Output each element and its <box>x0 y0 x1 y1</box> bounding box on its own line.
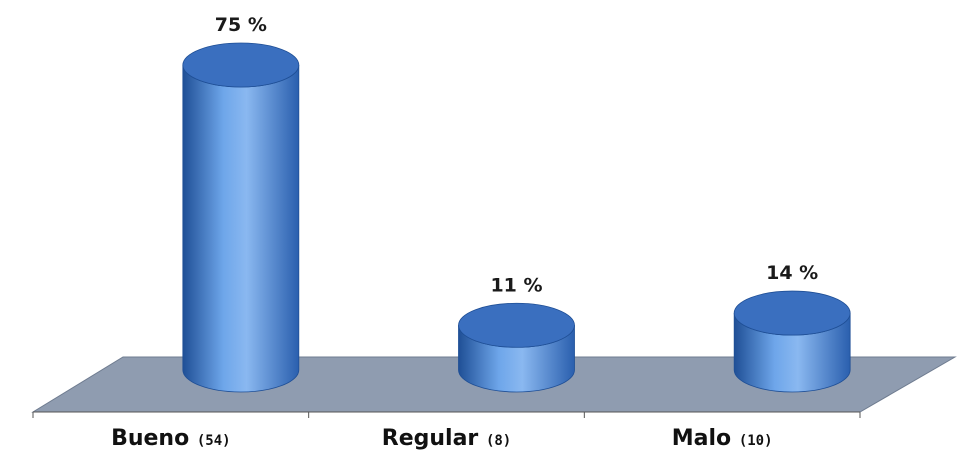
bar-group <box>182 42 851 393</box>
bar-body <box>182 64 300 393</box>
bar-malo <box>733 290 851 393</box>
bar-top <box>182 42 300 88</box>
value-label: 14 % <box>766 262 818 284</box>
category-count: (10) <box>739 433 773 449</box>
bar-bueno <box>182 42 300 393</box>
bar-top <box>458 302 575 348</box>
bar-regular <box>458 302 575 393</box>
category-name: Bueno <box>111 426 197 451</box>
value-label: 11 % <box>490 274 542 296</box>
category-name: Regular <box>382 426 486 451</box>
value-label: 75 % <box>215 14 267 36</box>
category-label-group: Bueno (54) Regular (8) Malo (10) <box>111 426 772 451</box>
value-label-group: 75 % 11 % 14 % <box>215 14 818 296</box>
category-count: (8) <box>486 433 511 449</box>
category-label: Regular (8) <box>382 426 511 451</box>
bar-top <box>733 290 851 336</box>
x-axis-ticks <box>32 412 861 418</box>
category-label: Bueno (54) <box>111 426 231 451</box>
category-label: Malo (10) <box>672 426 773 451</box>
category-count: (54) <box>197 433 231 449</box>
category-name: Malo <box>672 426 739 451</box>
